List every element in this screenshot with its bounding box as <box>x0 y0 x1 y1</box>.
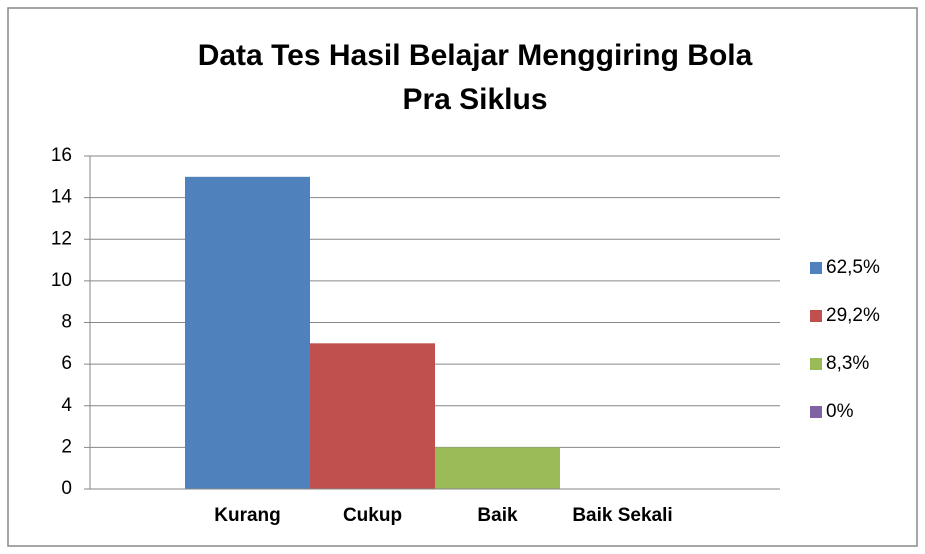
chart-title: Pra Siklus <box>402 83 547 116</box>
legend-label: 8,3% <box>826 353 869 374</box>
legend-label: 0% <box>826 401 854 422</box>
legend-swatch <box>810 262 822 274</box>
y-tick-label: 6 <box>61 353 72 374</box>
legend-swatch <box>810 358 822 370</box>
legend-label: 62,5% <box>826 257 880 278</box>
chart-title: Data Tes Hasil Belajar Menggiring Bola <box>198 39 753 72</box>
x-tick-label: Kurang <box>214 505 281 526</box>
bar <box>310 343 435 489</box>
y-tick-label: 4 <box>61 395 72 416</box>
y-tick-label: 12 <box>51 228 72 249</box>
y-tick-label: 2 <box>61 436 72 457</box>
y-tick-label: 14 <box>51 187 73 208</box>
bar <box>185 176 310 489</box>
legend-swatch <box>810 310 822 322</box>
y-tick-label: 10 <box>51 270 72 291</box>
y-tick-label: 16 <box>51 145 72 166</box>
bar <box>435 447 560 489</box>
x-tick-label: Baik <box>477 505 518 526</box>
legend-swatch <box>810 406 822 418</box>
x-tick-label: Cukup <box>343 505 402 526</box>
x-tick-label: Baik Sekali <box>572 505 672 526</box>
y-tick-label: 0 <box>61 478 72 499</box>
legend-label: 29,2% <box>826 305 880 326</box>
y-tick-label: 8 <box>61 312 72 333</box>
